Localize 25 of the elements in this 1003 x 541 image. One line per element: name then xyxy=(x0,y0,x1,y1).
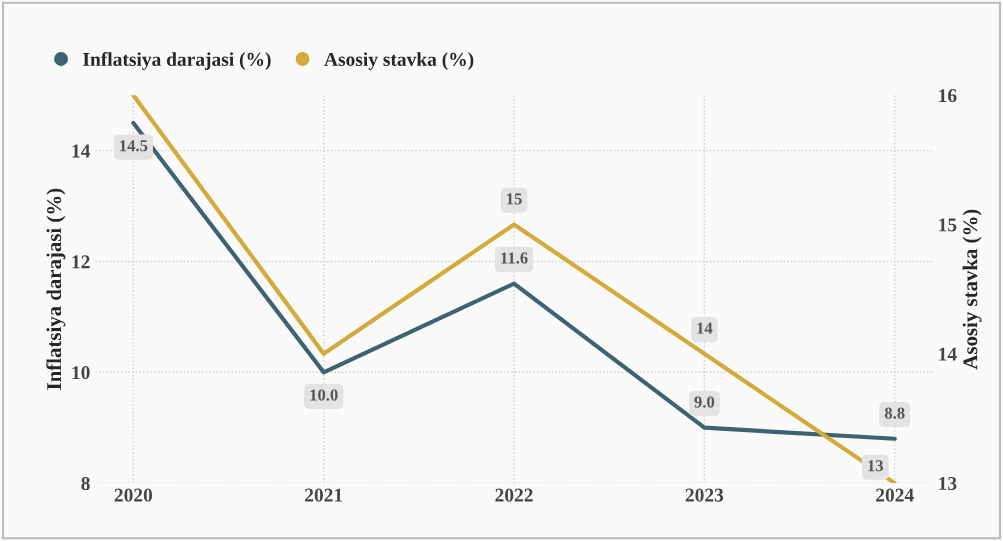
x-tick-label: 2020 xyxy=(114,488,153,502)
y-tick-label: 14 xyxy=(72,144,91,158)
x-tick-label: 2022 xyxy=(495,488,533,502)
data-label: 10.0 xyxy=(310,389,338,401)
y2-tick-label: 16 xyxy=(939,89,957,103)
data-label: 15 xyxy=(507,193,522,205)
x-tick-label: 2023 xyxy=(685,488,724,502)
data-label: 8.8 xyxy=(884,407,905,419)
data-label: 11.6 xyxy=(501,252,528,264)
legend-label: Asosiy stavka (%) xyxy=(324,52,474,70)
x-tick-label: 2024 xyxy=(876,488,914,502)
y-tick-label: 8 xyxy=(81,476,90,491)
x-tick-label: 2021 xyxy=(305,488,343,502)
y2-tick-label: 15 xyxy=(939,218,957,232)
data-label: 13 xyxy=(868,460,884,472)
data-label: 14 xyxy=(697,322,713,334)
y2-tick-label: 13 xyxy=(939,476,957,491)
y2-tick-label: 14 xyxy=(939,347,957,361)
data-label: 9.0 xyxy=(694,396,715,408)
y-axis-title: Inflatsiya darajasi (%) xyxy=(46,188,66,390)
y2-axis-title: Asosiy stavka (%) xyxy=(962,209,982,370)
legend-label: Inflatsiya darajasi (%) xyxy=(83,52,271,70)
y-tick-label: 10 xyxy=(72,366,90,380)
y-tick-label: 12 xyxy=(72,255,90,269)
data-label: 14.5 xyxy=(120,140,148,152)
